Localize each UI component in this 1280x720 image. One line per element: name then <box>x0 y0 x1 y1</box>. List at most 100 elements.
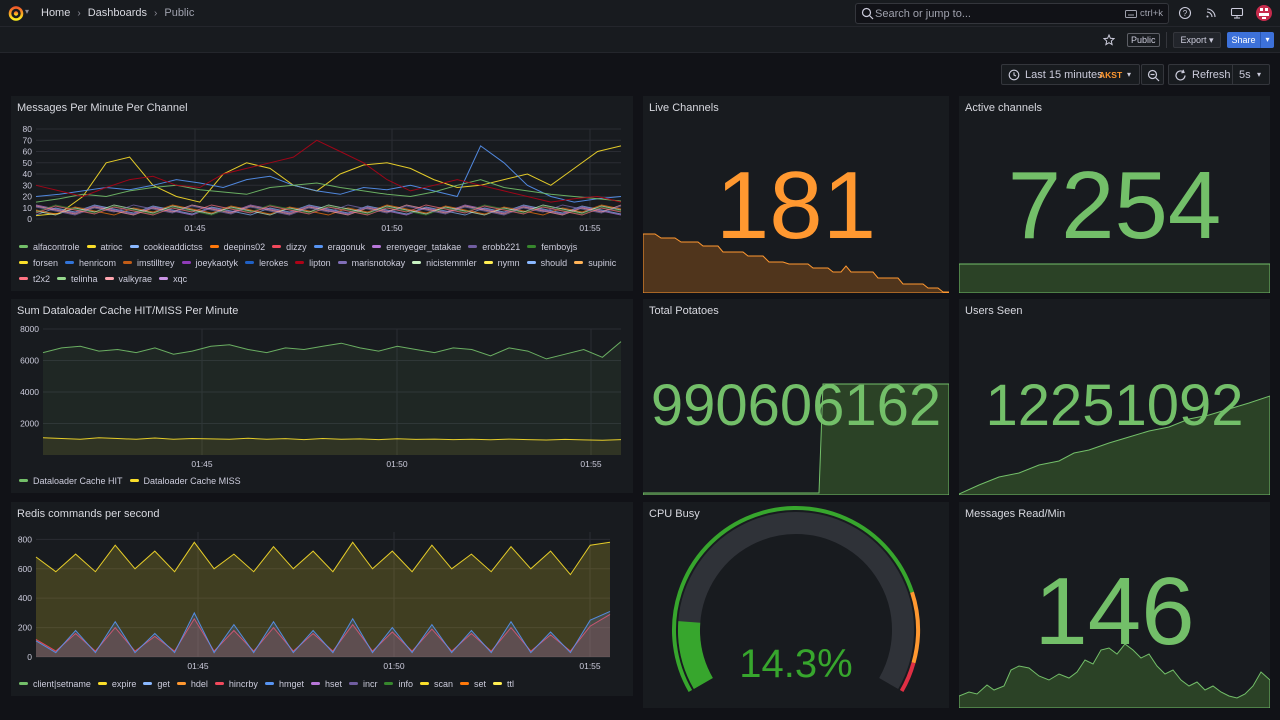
keyboard-shortcut: ctrl+k <box>1125 8 1163 19</box>
legend-item[interactable]: erobb221 <box>468 241 520 252</box>
public-badge: Public <box>1127 33 1160 47</box>
search-input[interactable]: Search or jump to... ctrl+k <box>855 3 1169 24</box>
legend-item[interactable]: telinha <box>57 273 98 284</box>
legend-item[interactable]: supinic <box>574 257 616 268</box>
star-icon[interactable] <box>1103 34 1115 46</box>
panel-title[interactable]: Sum Dataloader Cache HIT/MISS Per Minute <box>17 305 239 317</box>
legend-item[interactable]: expire <box>97 678 136 689</box>
legend-item[interactable]: set <box>460 678 486 689</box>
legend-item[interactable]: client|setname <box>19 678 91 689</box>
y-tick-label: 40 <box>23 169 33 179</box>
gauge-track <box>678 512 914 689</box>
legend-swatch <box>468 245 478 248</box>
legend-item[interactable]: hdel <box>176 678 208 689</box>
total-potatoes-value: 990606162 <box>650 373 942 438</box>
y-tick-label: 6000 <box>20 356 39 366</box>
series-area <box>36 611 610 657</box>
series-line <box>35 139 622 203</box>
legend-item[interactable]: joeykaotyk <box>181 257 238 268</box>
legend-item[interactable]: scan <box>420 678 453 689</box>
legend-item[interactable]: Dataloader Cache MISS <box>129 475 241 486</box>
legend-item[interactable]: marisnotokay <box>337 257 405 268</box>
y-tick-label: 50 <box>23 158 33 168</box>
grafana-logo-icon[interactable] <box>8 5 24 21</box>
legend-item[interactable]: cookieaddictss <box>129 241 203 252</box>
legend-item[interactable]: nicistemmler <box>412 257 477 268</box>
avatar[interactable] <box>1256 5 1272 21</box>
share-dropdown-button[interactable]: ▾ <box>1260 32 1274 48</box>
share-button[interactable]: Share <box>1227 32 1260 48</box>
legend-label: telinha <box>71 273 98 284</box>
legend-item[interactable]: femboyjs <box>527 241 577 252</box>
dashboard-toolbar: Public Export ▾ Share ▾ <box>0 27 1280 53</box>
legend-item[interactable]: Dataloader Cache HIT <box>19 475 123 486</box>
panel-title[interactable]: Redis commands per second <box>17 508 160 520</box>
breadcrumb-dashboards[interactable]: Dashboards <box>87 7 148 19</box>
keyboard-icon <box>1125 9 1138 18</box>
legend-swatch <box>181 261 191 264</box>
legend-item[interactable]: deepins02 <box>209 241 265 252</box>
breadcrumb: Home › Dashboards › Public <box>41 7 194 19</box>
x-tick-label: 01:50 <box>386 459 408 469</box>
legend-swatch <box>129 479 139 482</box>
legend-label: should <box>540 257 568 268</box>
help-icon[interactable]: ? <box>1178 6 1192 20</box>
panel-title[interactable]: Messages Per Minute Per Channel <box>17 102 188 114</box>
refresh-button[interactable]: Refresh <box>1168 64 1233 85</box>
legend-item[interactable]: xqc <box>159 273 187 284</box>
legend-item[interactable]: get <box>143 678 170 689</box>
legend-item[interactable]: nymn <box>483 257 520 268</box>
series-line <box>35 204 622 216</box>
legend-item[interactable]: hset <box>310 678 342 689</box>
legend-item[interactable]: should <box>526 257 568 268</box>
legend-item[interactable]: lipton <box>295 257 331 268</box>
gauge-value-arc <box>678 621 714 689</box>
legend-item[interactable]: imstilltrey <box>123 257 175 268</box>
y-tick-label: 10 <box>23 203 33 213</box>
legend-label: nicistemmler <box>426 257 477 268</box>
cpu-gauge <box>672 506 920 692</box>
refresh-interval-select[interactable]: 5s ▾ <box>1233 64 1270 85</box>
y-tick-label: 0 <box>27 214 32 224</box>
legend-swatch <box>372 245 382 248</box>
series-line <box>35 179 622 203</box>
legend-item[interactable]: atrioc <box>86 241 123 252</box>
legend-label: set <box>474 678 487 689</box>
breadcrumb-home[interactable]: Home <box>41 7 71 19</box>
legend-item[interactable]: hincrby <box>214 678 258 689</box>
legend-item[interactable]: eragonuk <box>313 241 365 252</box>
panel-title[interactable]: Messages Read/Min <box>965 508 1066 520</box>
kiosk-icon[interactable] <box>1230 6 1244 20</box>
legend-item[interactable]: dizzy <box>272 241 307 252</box>
legend-item[interactable]: forsen <box>19 257 58 268</box>
chevron-down-icon[interactable]: ▾ <box>25 7 30 16</box>
legend-item[interactable]: valkyrae <box>104 273 152 284</box>
panel-users-seen: Users Seen 12251092 <box>959 299 1270 495</box>
legend-item[interactable]: henricom <box>65 257 116 268</box>
export-button[interactable]: Export ▾ <box>1173 32 1221 48</box>
legend-item[interactable]: lerokes <box>245 257 288 268</box>
panel-title[interactable]: Active channels <box>965 102 1043 114</box>
users-seen-sparkline <box>959 395 1270 495</box>
zoom-out-icon <box>1147 69 1160 82</box>
legend-item[interactable]: info <box>384 678 413 689</box>
legend-item[interactable]: incr <box>348 678 377 689</box>
legend-item[interactable]: ttl <box>493 678 514 689</box>
legend-item[interactable]: alfacontrole <box>19 241 80 252</box>
panel-title[interactable]: Total Potatoes <box>649 305 719 317</box>
legend-swatch <box>123 261 133 264</box>
search-placeholder: Search or jump to... <box>875 8 971 20</box>
news-icon[interactable] <box>1204 6 1218 20</box>
panel-title[interactable]: Users Seen <box>965 305 1023 317</box>
legend-swatch <box>483 261 493 264</box>
legend-item[interactable]: hmget <box>264 678 304 689</box>
time-range-picker[interactable]: Last 15 minutes AKST ▾ <box>1001 64 1140 85</box>
zoom-out-button[interactable] <box>1141 64 1164 85</box>
y-tick-label: 20 <box>23 192 33 202</box>
legend-item[interactable]: t2x2 <box>19 273 50 284</box>
legend-item[interactable]: erenyeger_tatakae <box>372 241 461 252</box>
y-tick-label: 200 <box>18 623 32 633</box>
panel-title[interactable]: Live Channels <box>649 102 719 114</box>
messages-read-value: 146 <box>1034 558 1195 665</box>
panel-title[interactable]: CPU Busy <box>649 508 700 520</box>
